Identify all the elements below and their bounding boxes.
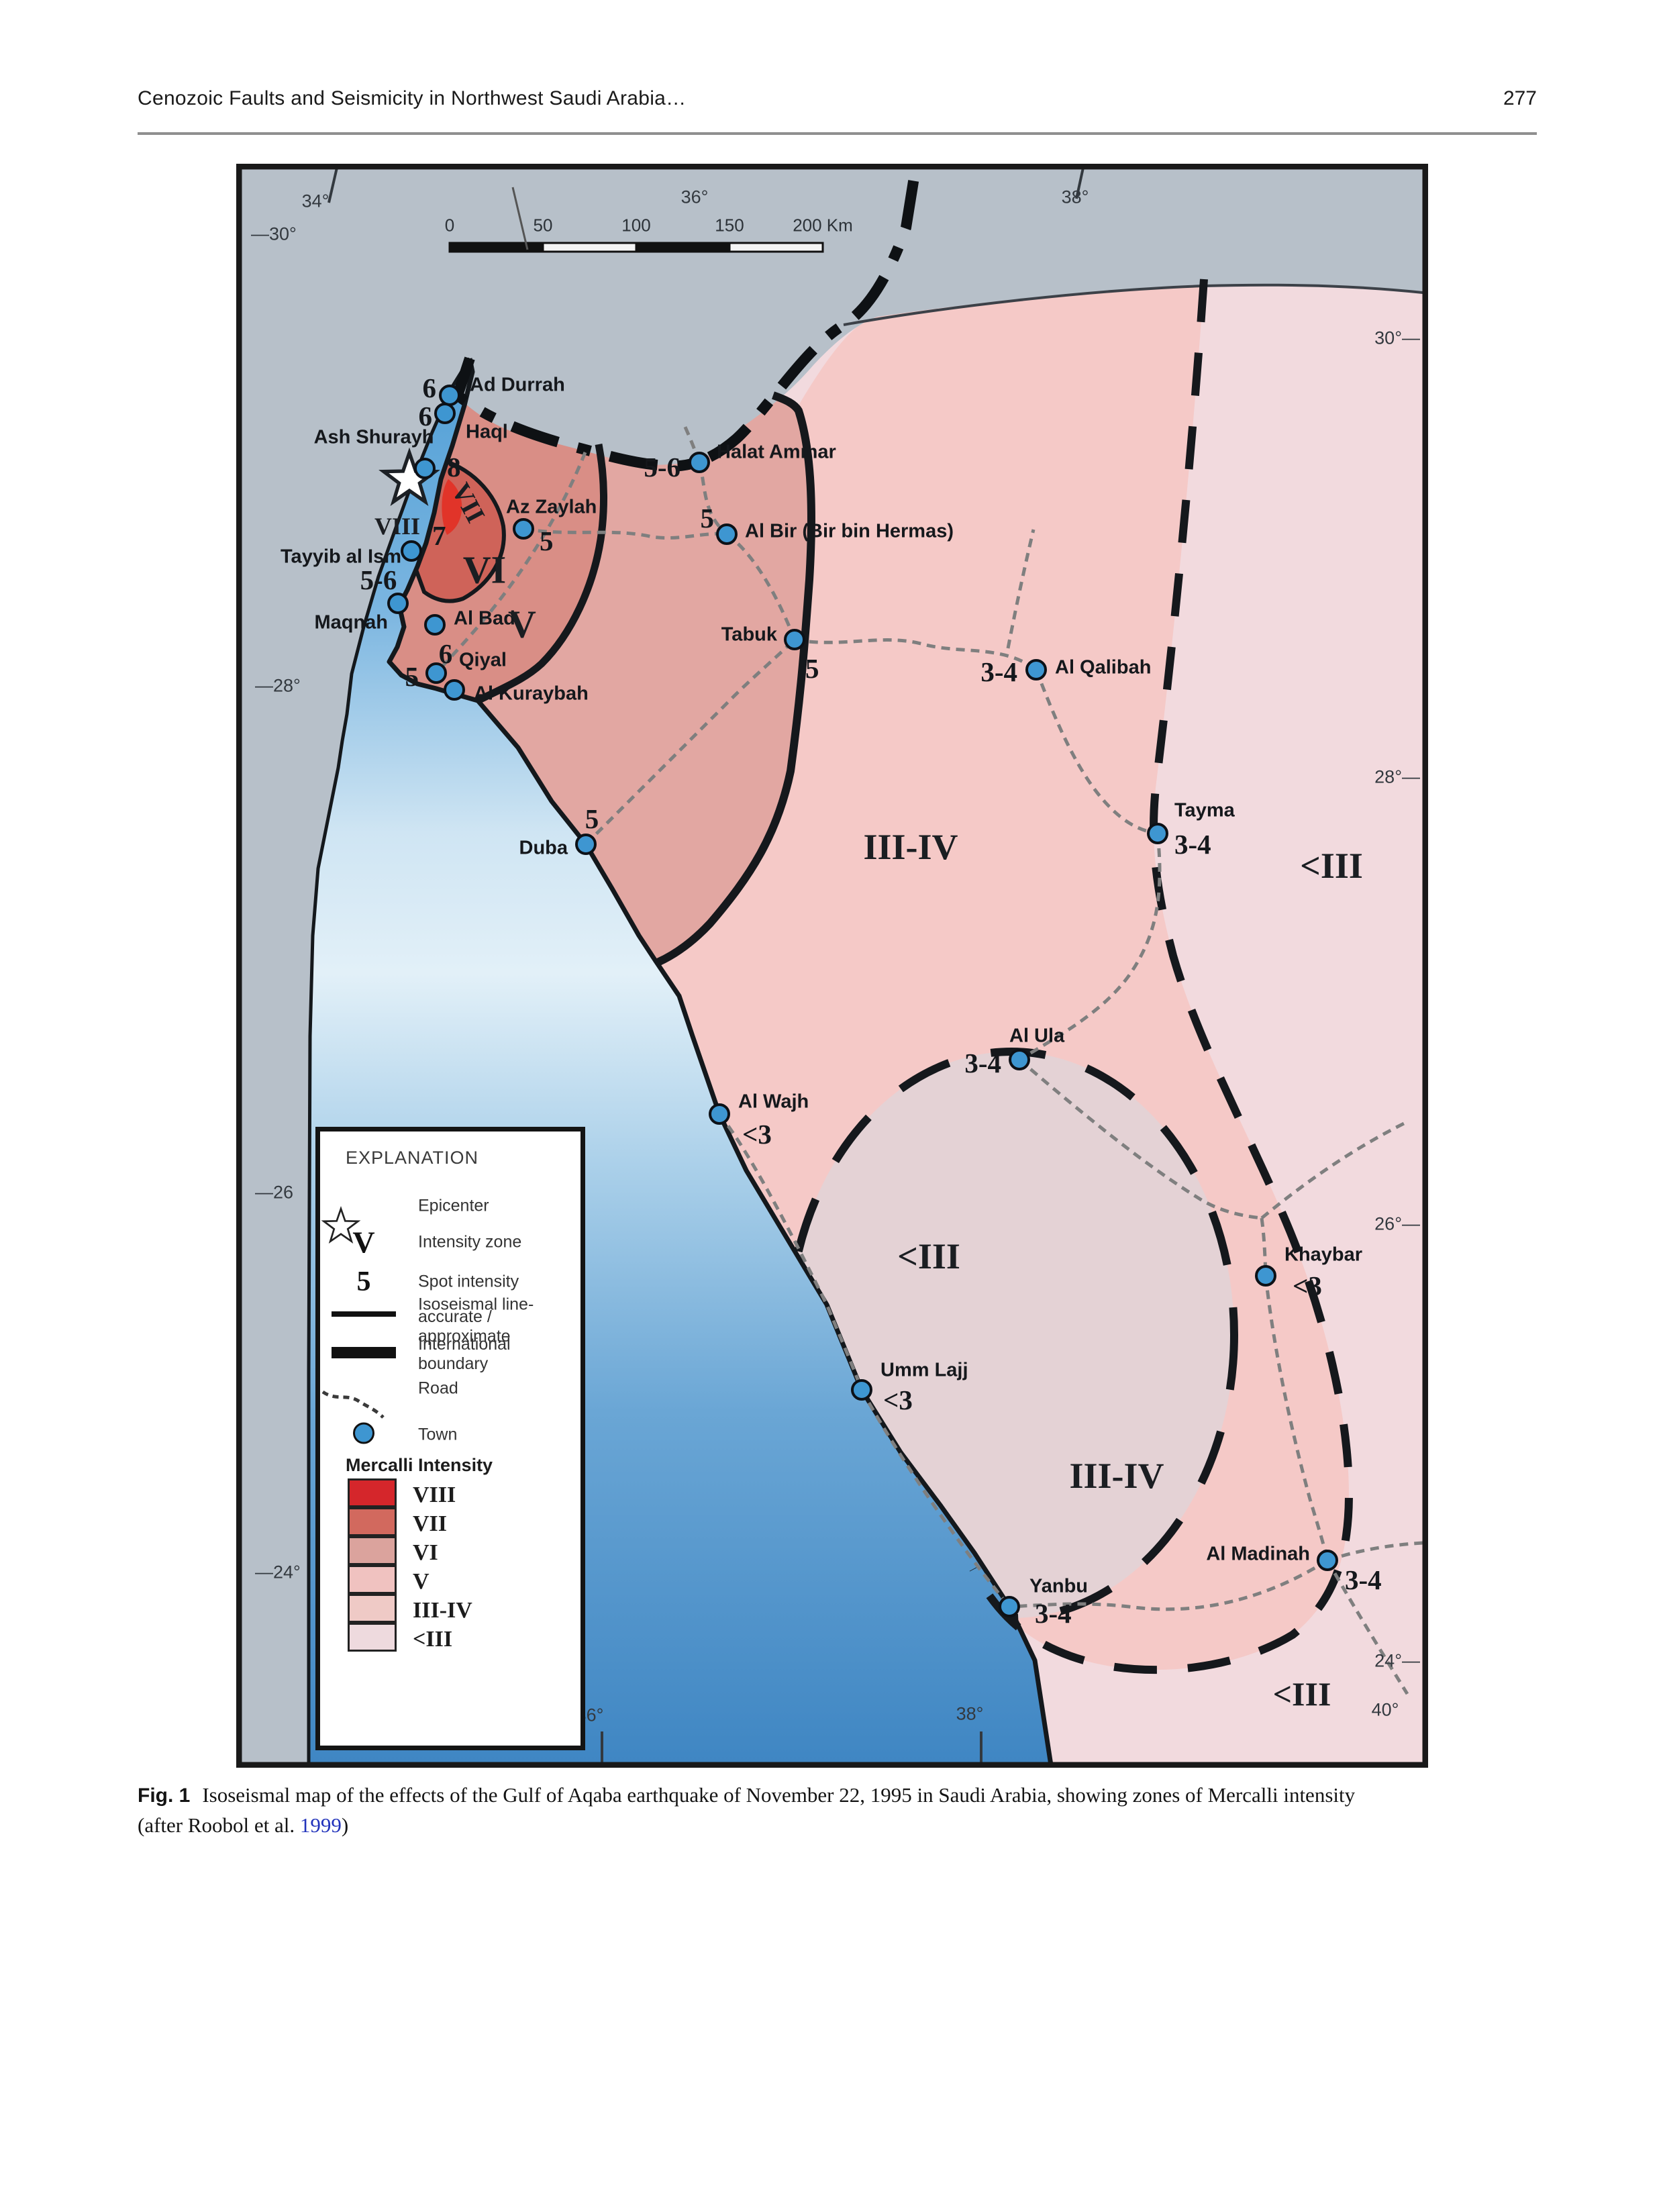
spot-intensity-glyph: 5 [356,1266,371,1297]
legend-item-label: Road [418,1378,458,1398]
jordan-edge-line [843,283,1423,326]
legend-item-label: Epicenter [418,1196,489,1215]
mercalli-row: <III [320,1623,581,1654]
mercalli-label: VIII [413,1482,456,1507]
legend-title: EXPLANATION [346,1148,479,1168]
caption-after: (after Roobol et al. [138,1813,295,1837]
page-header: Cenozoic Faults and Seismicity in Northw… [138,87,1537,117]
international-boundary [451,168,921,472]
legend-item-label: Town [418,1425,458,1444]
intensity-zone-glyph: V [352,1225,375,1260]
page-number: 277 [1503,87,1537,109]
mercalli-row: VIII [320,1478,581,1509]
land-outside-saudi [239,166,1423,1765]
map-border [236,164,1428,1768]
mercalli-label: VII [413,1511,448,1536]
mercalli-label: V [413,1568,430,1594]
isoseismal-map-figure: Ad Durrah 6 Haql 6 Ash Shurayh 8 Tayyib al Ism… [236,164,1428,1768]
mercalli-row: VI [320,1536,581,1567]
town-icon [320,1422,407,1448]
mercalli-swatch [348,1507,397,1536]
graticule-ticks [327,167,1084,1764]
mercalli-row: V [320,1565,581,1596]
mercalli-scale: VIII VII VI V III-IV <III [320,1478,581,1654]
reference-link[interactable]: 1999 [299,1813,342,1837]
isoseismal-line-icon [320,1308,407,1320]
caption-close: ) [341,1813,349,1837]
isoseismal-line-vi [476,443,607,704]
mercalli-label: III-IV [413,1597,472,1623]
header-rule [138,132,1537,135]
mercalli-swatch [348,1565,397,1594]
mercalli-swatch [348,1478,397,1507]
mercalli-label: VI [413,1540,438,1565]
scale-bar [448,242,824,253]
mercalli-swatch [348,1536,397,1565]
figure-caption: Fig. 1 Isoseismal map of the effects of t… [138,1780,1540,1840]
isoseismal-line-iii-iv [969,279,1353,1674]
isoseismal-line-v [656,391,815,966]
international-boundary-icon [320,1347,407,1362]
zone-viii [442,479,462,535]
mercalli-swatch [348,1623,397,1652]
mercalli-label: <III [413,1626,453,1652]
mercalli-swatch [348,1594,397,1623]
legend-item-label: Intensity zone [418,1232,522,1252]
mercalli-intensity-title: Mercalli Intensity [346,1455,493,1475]
legend-box: EXPLANATION Epicenter V Intensity zone 5… [315,1127,585,1750]
figure-tag: Fig. 1 [138,1784,191,1807]
running-title: Cenozoic Faults and Seismicity in Northw… [138,87,687,109]
legend-item-label: accurate / approximate [418,1307,511,1346]
roads [435,424,1423,1695]
legend-item-label: Isoseismal line- [418,1295,534,1314]
mercalli-row: III-IV [320,1594,581,1625]
legend-item-label: Spot intensity [418,1272,519,1291]
caption-body: Isoseismal map of the effects of the Gul… [202,1783,1356,1807]
mercalli-row: VII [320,1507,581,1538]
legend-item-label: International boundary [418,1335,511,1373]
